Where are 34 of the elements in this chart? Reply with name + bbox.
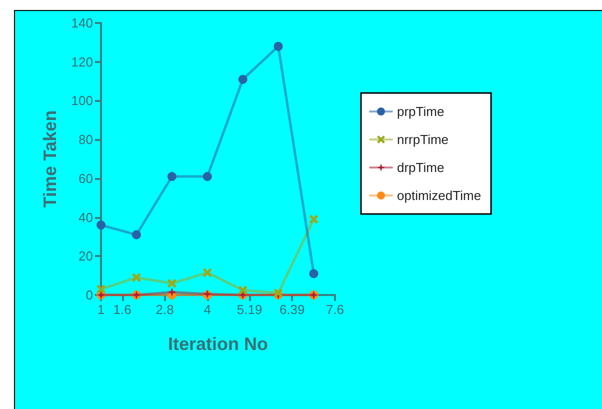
point	[132, 273, 141, 282]
x-tick-label: 5.19	[236, 302, 262, 317]
legend-label: drpTime	[397, 160, 444, 175]
y-tick-label: 80	[78, 132, 93, 148]
y-tick-label: 40	[78, 210, 93, 225]
point	[202, 268, 212, 278]
point	[309, 269, 318, 278]
point	[274, 42, 283, 51]
x-tick-label: 1.6	[113, 302, 132, 317]
x-tick-label: 7.6	[326, 302, 344, 317]
y-tick-label: 20	[78, 248, 93, 264]
point	[202, 172, 212, 181]
point	[238, 74, 248, 84]
point	[96, 220, 106, 230]
point	[167, 172, 176, 181]
x-tick-label: 2.8	[156, 302, 174, 317]
point	[132, 230, 141, 240]
legend-label: nrrpTime	[397, 132, 449, 147]
legend-label: optimizedTime	[397, 188, 482, 203]
y-axis-title: Time Taken	[40, 110, 60, 208]
point	[167, 278, 176, 288]
y-tick-label: 120	[71, 54, 93, 70]
y-tick-label: 0	[86, 288, 93, 302]
legend-label: prpTime	[397, 104, 444, 119]
x-tick-label: 1	[97, 302, 105, 317]
x-tick-label: 6.39	[279, 302, 305, 317]
y-tick-label: 60	[78, 170, 93, 186]
x-axis-title: Iteration No	[168, 334, 268, 354]
y-tick-label: 100	[71, 93, 93, 108]
point	[309, 214, 318, 224]
y-tick-label: 140	[71, 16, 93, 30]
point	[238, 286, 248, 295]
point	[167, 288, 176, 297]
x-tick-label: 4	[204, 302, 211, 317]
